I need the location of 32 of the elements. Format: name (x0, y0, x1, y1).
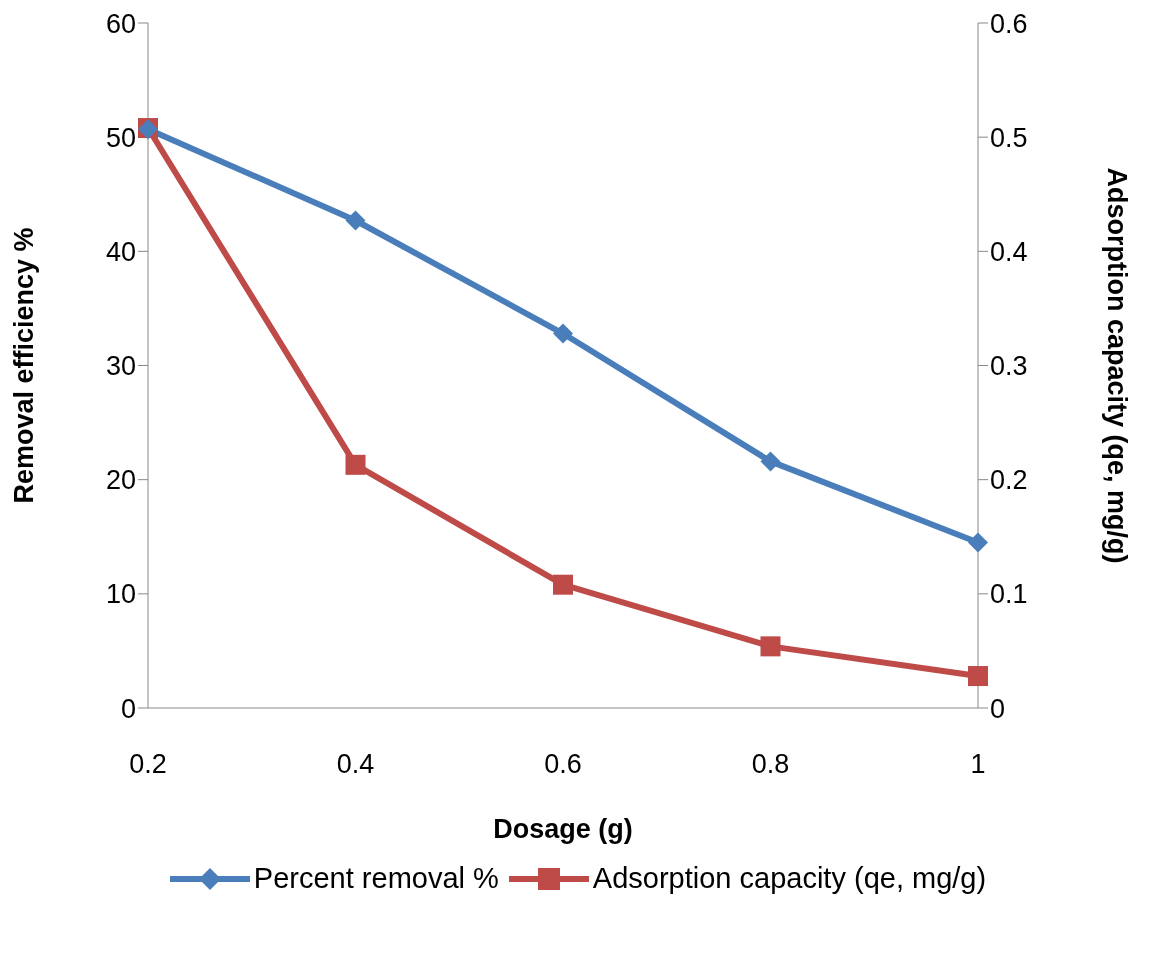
x-tick-label: 0.2 (129, 749, 167, 780)
x-tick-label: 0.4 (336, 749, 375, 780)
y-tick-label: 50 (105, 122, 136, 153)
y2-tick-label: 0.3 (990, 351, 1028, 382)
point (553, 574, 573, 595)
point (345, 210, 366, 231)
y2-tick-label: 0.4 (990, 236, 1028, 267)
y-tick-label: 40 (105, 236, 136, 267)
point (553, 323, 573, 344)
y-tick-label: 0 (120, 693, 136, 724)
legend-label: Adsorption capacity (qe, mg/g) (592, 862, 987, 895)
y2-tick-label: 0.1 (990, 579, 1028, 610)
x-tick-label: 0.6 (544, 749, 582, 780)
y-tick-label: 30 (105, 351, 136, 382)
y2-tick-label: 0.2 (990, 465, 1028, 496)
point (968, 532, 988, 553)
y-tick-label: 20 (105, 465, 136, 496)
y-axis-title: Removal efficiency % (8, 227, 39, 504)
y2-tick-label: 0.5 (990, 122, 1028, 153)
y-tick-label: 60 (105, 8, 136, 39)
x-axis-title: Dosage (g) (493, 814, 633, 844)
x-tick-label: 0.8 (751, 749, 790, 780)
y2-tick-label: 0.6 (990, 8, 1028, 39)
legend-label: Percent removal % (253, 862, 499, 895)
y2-tick-label: 0 (990, 693, 1006, 724)
y-tick-label: 10 (105, 579, 136, 610)
y2-axis-title: Adsorption capacity (qe, mg/g) (1102, 167, 1133, 564)
x-tick-label: 1 (970, 749, 986, 780)
point (760, 636, 781, 657)
point (760, 451, 781, 472)
point (968, 666, 988, 687)
point (345, 454, 366, 475)
